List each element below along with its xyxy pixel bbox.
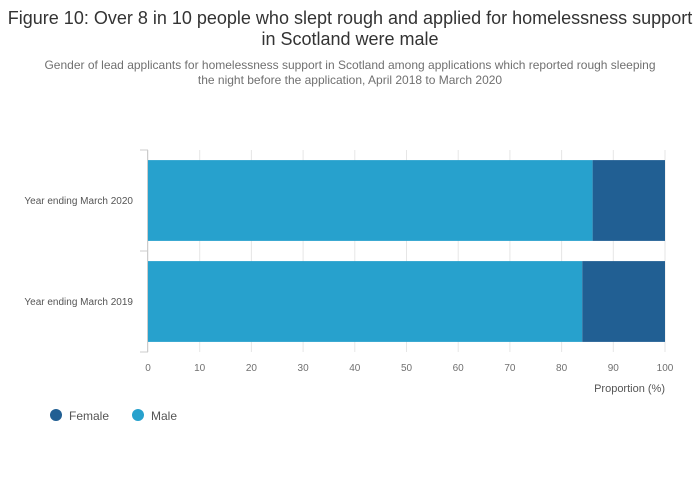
legend-marker-male: [132, 409, 144, 421]
x-tick-label: 30: [298, 363, 310, 374]
x-tick-label: 10: [194, 363, 206, 374]
legend-marker-female: [50, 409, 62, 421]
x-tick-label: 80: [556, 363, 568, 374]
x-tick-label: 0: [145, 363, 151, 374]
x-tick-label: 100: [657, 363, 674, 374]
legend-label-female: Female: [69, 409, 109, 423]
bar-male-2: [148, 261, 583, 342]
x-tick-label: 70: [504, 363, 516, 374]
bar-female-1: [592, 160, 665, 241]
chart-title: Figure 10: Over 8 in 10 people who slept…: [7, 8, 693, 49]
chart-subtitle: Gender of lead applicants for homelessne…: [44, 58, 656, 87]
x-tick-label: 60: [453, 363, 465, 374]
x-axis-title: Proportion (%): [594, 383, 665, 395]
category-label: Year ending March 2019: [24, 297, 133, 308]
x-tick-label: 40: [349, 363, 361, 374]
bar-female-2: [582, 261, 665, 342]
x-tick-label: 90: [608, 363, 620, 374]
x-tick-label: 20: [246, 363, 258, 374]
x-tick-label: 50: [401, 363, 413, 374]
legend-label-male: Male: [151, 409, 177, 423]
bar-male-1: [148, 160, 593, 241]
category-label: Year ending March 2020: [24, 196, 133, 207]
